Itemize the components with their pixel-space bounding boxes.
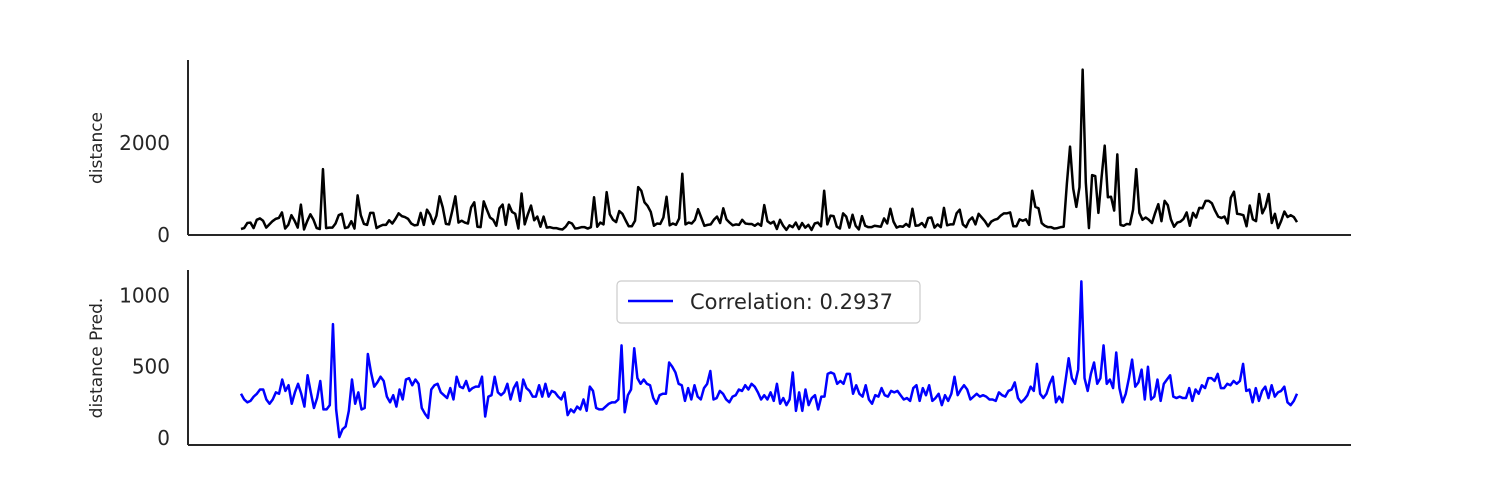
legend: Correlation: 0.2937 (616, 280, 921, 324)
bottom-y-ticks: 0 500 1000 (119, 284, 170, 450)
bottom-ylabel: distance Pred. (87, 298, 107, 419)
bottom-ytick-label: 0 (157, 426, 170, 450)
distance-series-line (240, 68, 1299, 232)
top-ytick-label: 0 (157, 223, 170, 247)
bottom-panel: distance Pred. 0 500 1000 Correlation: 0.2… (87, 270, 1351, 450)
bottom-ytick-label: 500 (132, 355, 170, 379)
top-ytick-label: 2000 (119, 131, 170, 155)
top-y-ticks: 0 2000 (119, 131, 170, 247)
distance-pred-series-line (239, 280, 1299, 439)
top-ylabel: distance (87, 112, 107, 184)
legend-label: Correlation: 0.2937 (690, 290, 893, 314)
top-panel: distance 0 2000 (87, 60, 1351, 247)
bottom-ytick-label: 1000 (119, 284, 170, 308)
legend-box (616, 280, 921, 324)
